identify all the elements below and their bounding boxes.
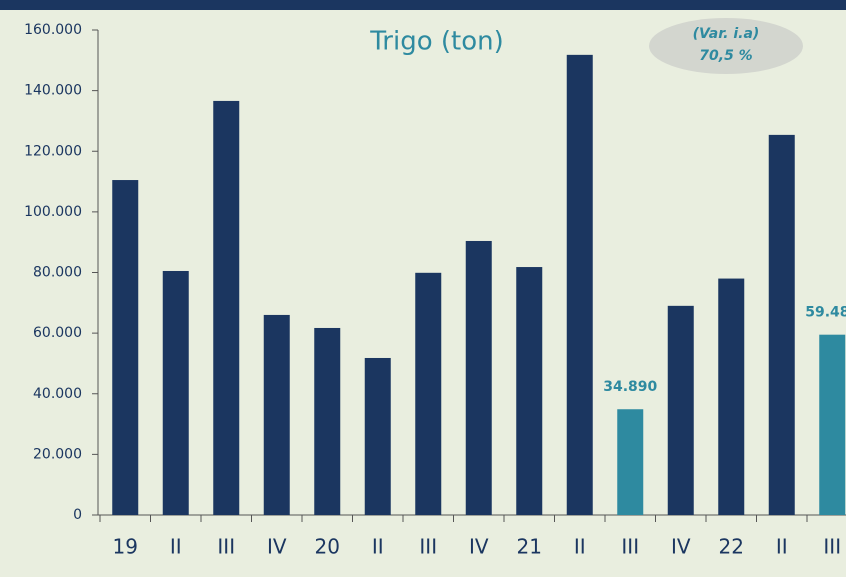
bar — [112, 180, 139, 515]
x-tick-label: III — [621, 535, 639, 559]
chart-title: Trigo (ton) — [369, 27, 504, 57]
value-label: 59.486 — [805, 305, 846, 321]
bar — [364, 357, 391, 515]
x-tick-label: III — [823, 535, 841, 559]
x-tick-label: IV — [267, 535, 287, 559]
bar — [768, 134, 795, 515]
x-tick-label: IV — [469, 535, 489, 559]
y-tick-label: 80.000 — [33, 265, 82, 281]
x-tick-label: II — [574, 535, 586, 559]
bar — [516, 267, 543, 515]
value-label: 34.890 — [603, 379, 657, 395]
bar — [263, 314, 290, 515]
y-tick-label: 160.000 — [24, 22, 82, 38]
y-tick-label: 120.000 — [24, 143, 82, 159]
x-tick-label: 20 — [315, 535, 340, 559]
x-tick-label: 19 — [113, 535, 138, 559]
x-tick-label: IV — [671, 535, 691, 559]
y-tick-label: 40.000 — [33, 386, 82, 402]
y-tick-label: 100.000 — [24, 204, 82, 220]
bar — [465, 240, 492, 515]
x-tick-label: II — [372, 535, 384, 559]
x-tick-label: II — [170, 535, 182, 559]
annotation: 70,5 % — [699, 48, 752, 64]
x-tick-label: III — [217, 535, 235, 559]
bar — [667, 305, 694, 515]
top-band — [0, 0, 846, 10]
annotation-bubble — [649, 18, 803, 74]
bar — [314, 327, 341, 515]
bar — [162, 270, 189, 515]
x-tick-label: 22 — [719, 535, 744, 559]
y-tick-label: 20.000 — [33, 446, 82, 462]
bar — [213, 100, 240, 516]
bar — [566, 54, 593, 515]
bar — [819, 334, 846, 515]
x-tick-label: 21 — [517, 535, 542, 559]
y-tick-label: 60.000 — [33, 325, 82, 341]
bar — [415, 272, 442, 515]
bar — [617, 409, 644, 515]
x-tick-label: II — [776, 535, 788, 559]
y-tick-label: 140.000 — [24, 83, 82, 99]
x-tick-label: III — [419, 535, 437, 559]
bar — [718, 278, 745, 515]
annotation: (Var. i.a) — [693, 26, 760, 42]
y-tick-label: 0 — [73, 507, 82, 523]
